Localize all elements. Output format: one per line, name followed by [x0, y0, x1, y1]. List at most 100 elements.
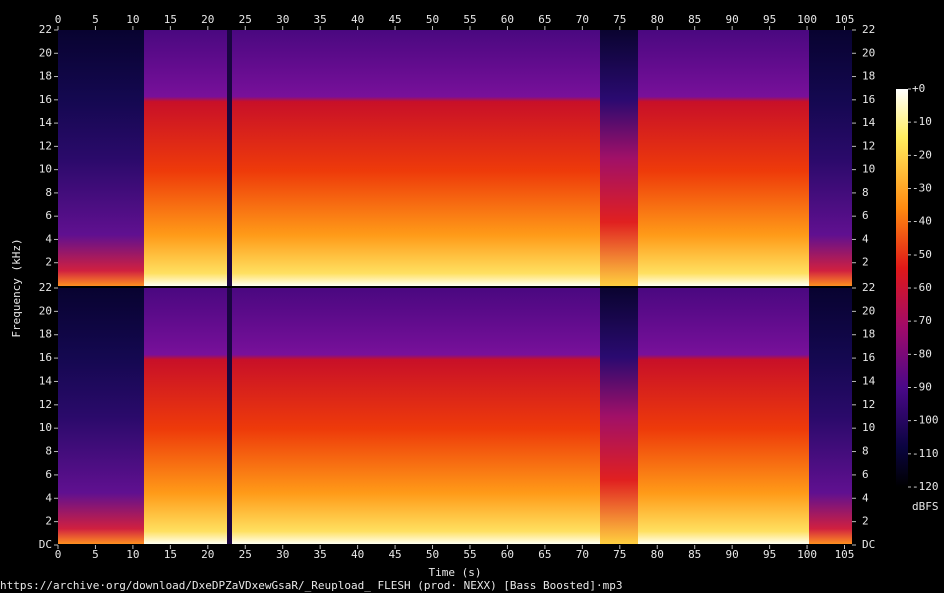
y-tick-label: 4 — [45, 232, 52, 245]
colorbar-tick-label: -10 — [912, 115, 932, 128]
x-tick-label: 25 — [239, 548, 252, 561]
x-tick-label: 55 — [463, 548, 476, 561]
y-tick-label: 16 — [39, 93, 52, 106]
y-axis-label: Frequency (kHz) — [10, 238, 23, 337]
x-tick-label-top: 35 — [314, 13, 327, 26]
y-tick-label: 10 — [39, 421, 52, 434]
y-tick-label-right: 2 — [862, 515, 869, 528]
x-tick-label: 15 — [164, 548, 177, 561]
x-tick-label: 10 — [126, 548, 139, 561]
x-tick-label: 95 — [763, 548, 776, 561]
spectrogram-top — [58, 30, 852, 286]
y-tick-label-right: 22 — [862, 23, 875, 36]
x-tick-label-top: 20 — [201, 13, 214, 26]
x-tick-label-top: 105 — [835, 13, 855, 26]
x-tick-label-top: 95 — [763, 13, 776, 26]
x-tick-label: 65 — [538, 548, 551, 561]
x-tick-label-top: 5 — [92, 13, 99, 26]
colorbar-tick-label: -90 — [912, 381, 932, 394]
y-tick-label: 20 — [39, 304, 52, 317]
y-tick-label-right: 20 — [862, 46, 875, 59]
x-tick-label-top: 60 — [501, 13, 514, 26]
x-tick-label: 30 — [276, 548, 289, 561]
colorbar-tick-label: -40 — [912, 215, 932, 228]
x-tick-label-top: 40 — [351, 13, 364, 26]
y-tick-label: DC — [39, 538, 52, 551]
y-tick-label: 8 — [45, 445, 52, 458]
x-tick-label-top: 85 — [688, 13, 701, 26]
y-tick-label-right: 20 — [862, 304, 875, 317]
x-tick-label-top: 65 — [538, 13, 551, 26]
y-tick-label: 18 — [39, 70, 52, 83]
x-tick-label: 60 — [501, 548, 514, 561]
y-tick-label: 22 — [39, 23, 52, 36]
y-tick-label: 14 — [39, 116, 53, 129]
y-tick-label-right: 16 — [862, 93, 875, 106]
y-tick-label-right: 6 — [862, 468, 869, 481]
colorbar-tick-label: -110 — [912, 447, 939, 460]
y-tick-label-right: 10 — [862, 163, 875, 176]
x-tick-label-top: 75 — [613, 13, 626, 26]
y-tick-label-right: 22 — [862, 281, 875, 294]
y-tick-label: 6 — [45, 209, 52, 222]
x-tick-label: 5 — [92, 548, 99, 561]
x-tick-label: 0 — [55, 548, 62, 561]
x-tick-label-top: 45 — [388, 13, 401, 26]
colorbar-tick-label: -80 — [912, 347, 932, 360]
y-tick-label-right: 4 — [862, 232, 869, 245]
colorbar-tick-label: -100 — [912, 414, 939, 427]
x-tick-label: 20 — [201, 548, 214, 561]
x-tick-label: 70 — [576, 548, 589, 561]
x-tick-label-top: 15 — [164, 13, 177, 26]
x-tick-label-top: 0 — [55, 13, 62, 26]
x-tick-label: 40 — [351, 548, 364, 561]
y-tick-label: 2 — [45, 256, 52, 269]
x-tick-label: 50 — [426, 548, 439, 561]
y-tick-label-right: 14 — [862, 116, 876, 129]
x-tick-label: 85 — [688, 548, 701, 561]
colorbar-label: dBFS — [912, 500, 939, 513]
y-tick-label-right: 10 — [862, 421, 875, 434]
y-tick-label: 20 — [39, 46, 52, 59]
y-tick-label-right: 8 — [862, 186, 869, 199]
x-tick-label: 100 — [797, 548, 817, 561]
y-tick-label-right: 18 — [862, 328, 875, 341]
y-tick-label: 2 — [45, 515, 52, 528]
x-tick-label: 105 — [835, 548, 855, 561]
y-tick-label: 14 — [39, 374, 53, 387]
x-tick-label-top: 70 — [576, 13, 589, 26]
y-tick-label-right: 14 — [862, 374, 876, 387]
y-tick-label-right: 12 — [862, 139, 875, 152]
y-tick-label: 8 — [45, 186, 52, 199]
x-tick-label-top: 25 — [239, 13, 252, 26]
x-tick-label-top: 10 — [126, 13, 139, 26]
colorbar-tick-label: -120 — [912, 480, 939, 493]
y-tick-label-right: 18 — [862, 70, 875, 83]
y-tick-label-right: 8 — [862, 445, 869, 458]
x-tick-label-top: 50 — [426, 13, 439, 26]
colorbar-tick-label: -70 — [912, 314, 932, 327]
y-tick-label: 18 — [39, 328, 52, 341]
y-tick-label-right: 6 — [862, 209, 869, 222]
x-tick-label: 80 — [651, 548, 664, 561]
footer: https://archive·org/download/DxeDPZaVDxe… — [0, 579, 623, 592]
y-tick-label-right: 16 — [862, 351, 875, 364]
x-tick-label-top: 55 — [463, 13, 476, 26]
y-tick-label: 6 — [45, 468, 52, 481]
colorbar-tick-label: -20 — [912, 148, 932, 161]
x-tick-label: 45 — [388, 548, 401, 561]
x-axis-label: Time (s) — [429, 566, 482, 579]
x-tick-label-top: 30 — [276, 13, 289, 26]
x-tick-label-top: 100 — [797, 13, 817, 26]
x-tick-label: 90 — [726, 548, 739, 561]
spectrogram-bottom — [58, 288, 852, 544]
y-tick-label-right: 4 — [862, 491, 869, 504]
colorbar-tick-label: -60 — [912, 281, 932, 294]
colorbar-tick-label: -30 — [912, 182, 932, 195]
x-tick-label-top: 80 — [651, 13, 664, 26]
colorbar — [896, 89, 908, 487]
y-tick-label-right: 12 — [862, 398, 875, 411]
x-tick-label: 75 — [613, 548, 626, 561]
